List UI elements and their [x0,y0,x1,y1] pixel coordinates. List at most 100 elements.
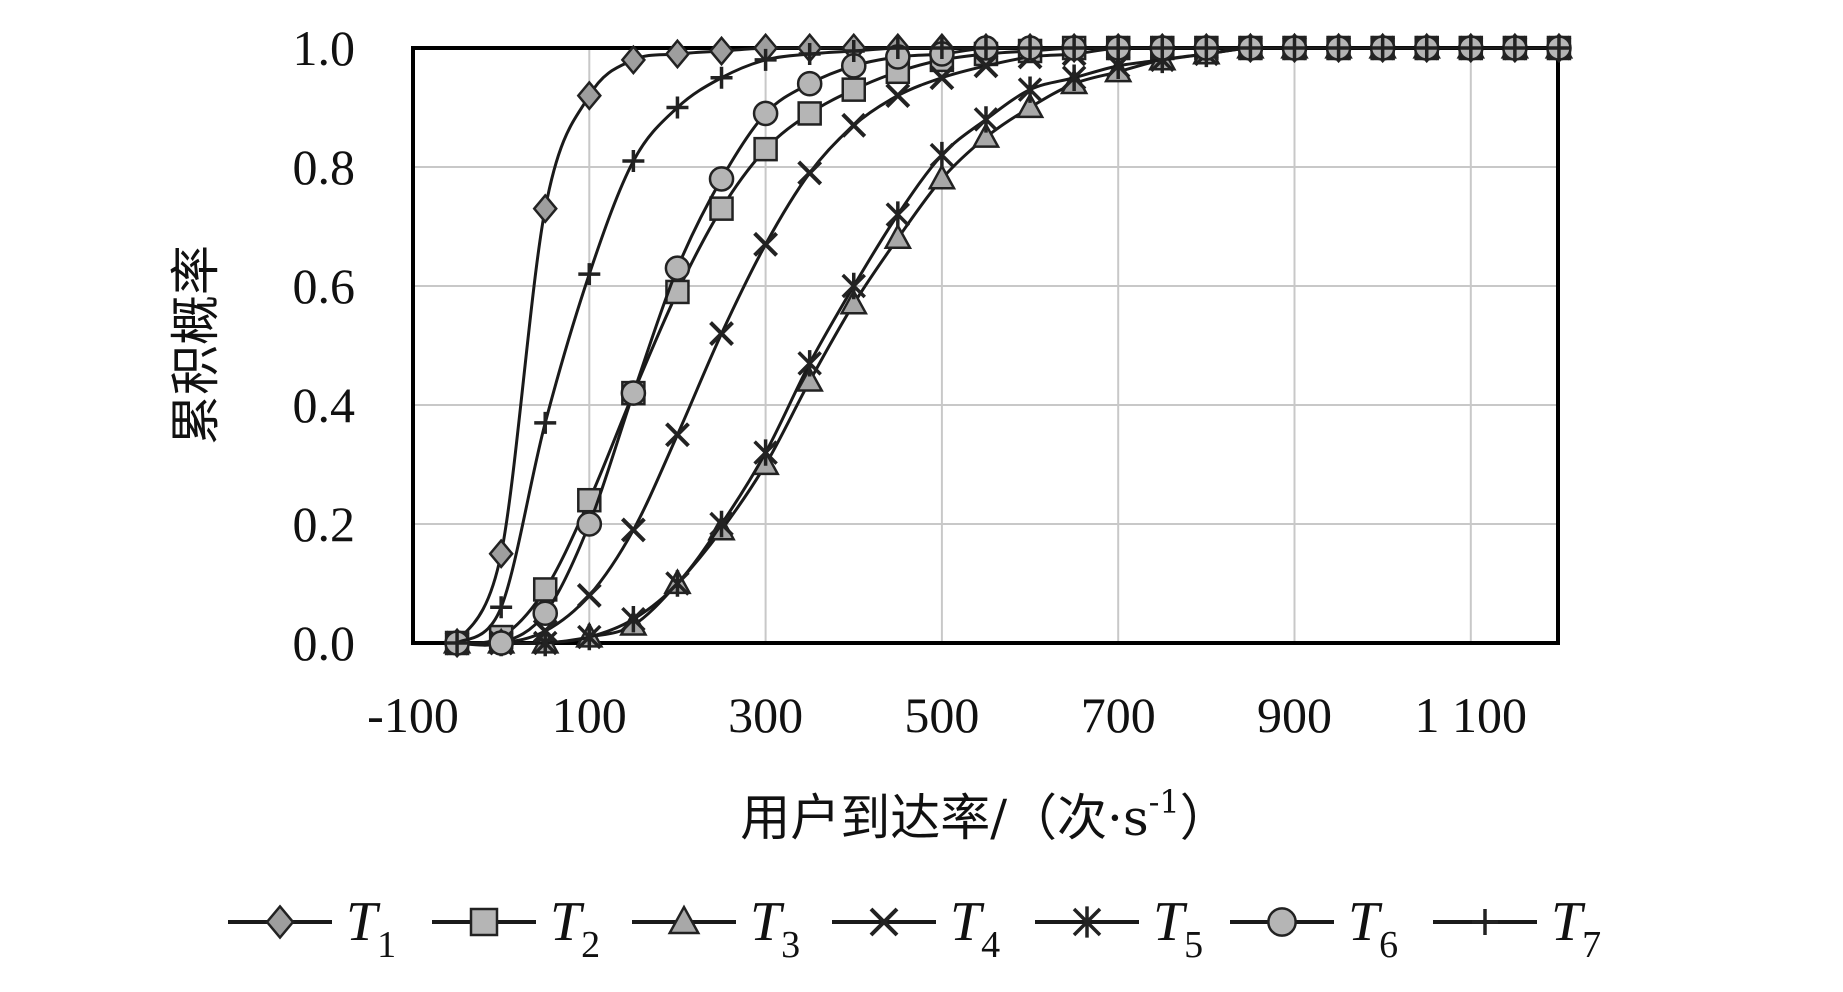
legend-label-main: T [550,891,585,953]
y-tick-label: 0.6 [293,258,356,314]
data-point-plus [1239,37,1262,59]
data-point-diamond [576,80,602,111]
legend-item-t4: T4 [832,891,1000,966]
data-point-asterisk [973,106,999,133]
y-tick-label: 0.2 [293,496,356,552]
series-t4 [444,35,1572,656]
data-point-plus [1019,37,1042,59]
data-point-diamond [265,904,295,940]
legend-label-subscript: 5 [1184,924,1203,966]
data-point-plus [1283,37,1306,59]
series-layer [442,32,1574,659]
y-tick-label: 0.8 [293,139,356,195]
data-point-circle [664,255,691,281]
data-point-plus [710,66,733,89]
data-point-triangle [883,223,913,249]
y-tick-label: 1.0 [293,20,356,76]
data-point-circle [620,380,647,406]
data-point-x [709,321,734,347]
data-point-triangle [667,904,701,935]
data-point-plus [1063,37,1086,59]
legend-label-main: T [1153,891,1188,953]
legend-label-subscript: 4 [981,924,1000,966]
data-point-plus [1503,37,1526,59]
series-line-t1 [455,46,1559,644]
data-point-asterisk [929,141,955,169]
data-point-asterisk [532,629,558,657]
data-point-asterisk [1072,906,1102,938]
data-point-circle [708,166,735,192]
data-point-plus [974,37,997,59]
data-point-triangle [795,365,824,392]
data-point-asterisk [621,606,646,633]
tick-labels: 0.0 0.2 0.4 0.6 0.8 1.0 -100 100 300 500 700 900 1 1… [293,20,1528,743]
series-line-t2 [456,46,1559,645]
data-point-plus [534,411,557,434]
data-point-x [576,582,602,608]
data-point-circle [1267,907,1297,937]
data-point-asterisk [577,623,602,651]
data-point-diamond [532,193,558,224]
legend-label-subscript: 1 [377,924,396,966]
data-point-square [797,101,822,126]
x-axis-title-main: 用户到达率/（次·s [740,789,1148,847]
data-point-plus [1107,37,1130,59]
data-point-plus [622,150,645,173]
legend-label-main: T [950,891,985,953]
data-point-diamond [620,44,647,76]
legend-item-t1: T1 [228,891,396,966]
data-point-plus [930,37,953,59]
legend-item-t6: T6 [1230,891,1398,966]
series-t3 [442,32,1574,654]
data-point-plus [1415,37,1438,59]
y-axis-title: 累积概率 [167,245,225,445]
data-point-plus [1547,37,1570,59]
legend-item-t3: T3 [632,891,800,966]
data-point-plus [1195,37,1218,59]
data-point-diamond [708,35,735,67]
data-point-asterisk [841,272,866,300]
y-tick-label: 0.4 [293,377,356,433]
data-point-plus [1371,37,1394,59]
legend-label-main: T [1348,891,1383,953]
series-line-t6 [457,46,1559,647]
x-axis-title-superscript: -1 [1149,783,1180,821]
data-point-circle [796,70,823,97]
data-point-x [620,517,646,543]
data-point-x [885,83,911,109]
data-point-plus [886,37,909,59]
legend-item-t2: T2 [432,891,600,966]
data-point-x [973,53,999,79]
legend-item-t7: T7 [1433,891,1601,966]
data-point-x [841,112,867,138]
x-tick-label: 900 [1257,687,1332,743]
data-point-plus [666,96,689,119]
data-point-plus [1459,37,1482,59]
legend-label: T1 [346,891,396,966]
legend-label: T7 [1551,891,1601,966]
legend-label-subscript: 2 [581,924,600,966]
legend-label-subscript: 7 [1582,924,1601,966]
data-point-x [753,231,779,257]
legend: T1 T2 T3 T4 T5 T6 T7 [228,891,1601,966]
legend-label-subscript: 3 [781,924,800,966]
data-point-diamond [664,38,691,70]
legend-label: T4 [950,891,1000,966]
data-point-asterisk [665,570,690,597]
data-point-plus [798,42,821,65]
data-point-x [869,907,899,937]
data-point-circle [532,600,559,627]
x-tick-label: 1 100 [1415,687,1528,743]
data-point-plus [578,263,601,286]
x-axis-title: 用户到达率/（次·s-1） [740,783,1230,847]
series-t7 [446,37,1570,654]
data-point-square [532,577,558,602]
series-line-t4 [457,46,1559,646]
series-line-t7 [456,46,1559,645]
data-point-x [665,422,690,448]
legend-label: T6 [1348,891,1398,966]
data-point-plus [1151,37,1174,59]
data-point-circle [752,100,779,127]
legend-label: T3 [750,891,800,966]
